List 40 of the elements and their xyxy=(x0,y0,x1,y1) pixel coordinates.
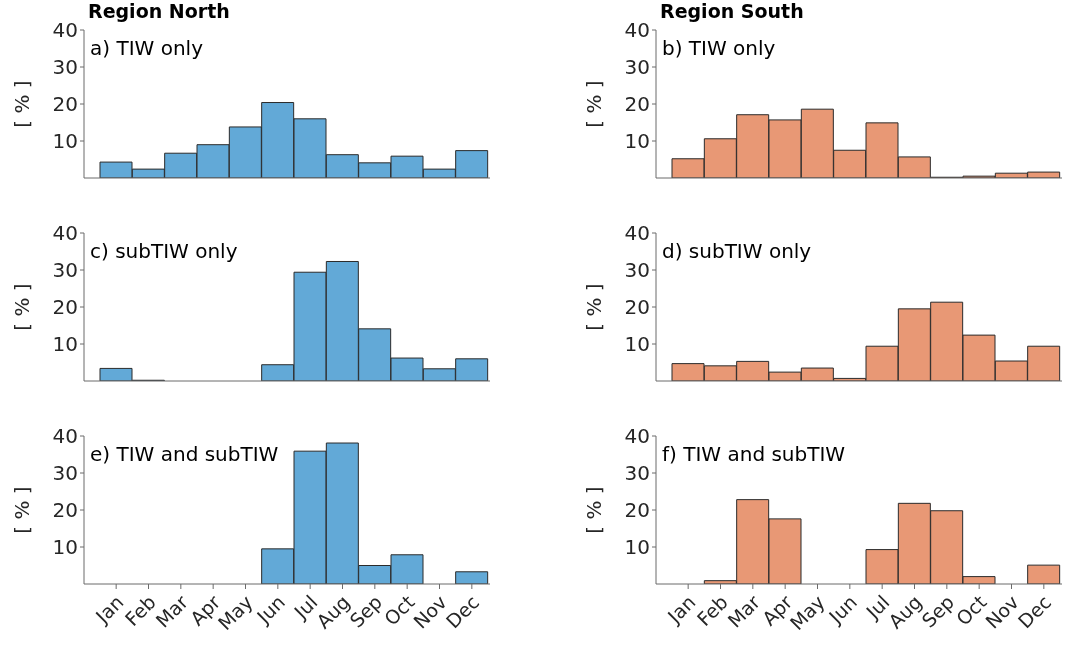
y-tick-label: 10 xyxy=(624,535,650,560)
y-tick-label: 40 xyxy=(624,424,650,449)
y-tick-label: 20 xyxy=(52,92,78,117)
y-tick-label: 30 xyxy=(52,55,78,80)
y-tick-label: 30 xyxy=(624,55,650,80)
y-tick-label: 40 xyxy=(624,221,650,246)
y-tick-label: 20 xyxy=(52,295,78,320)
y-tick-label: 30 xyxy=(624,461,650,486)
annotation: d) subTIW only xyxy=(662,239,812,263)
y-tick-label: 40 xyxy=(52,18,78,43)
y-tick-label: 10 xyxy=(52,332,78,357)
y-axis-title: [ % ] xyxy=(582,80,607,128)
y-tick-label: 20 xyxy=(624,295,650,320)
y-tick-label: 40 xyxy=(52,221,78,246)
y-tick-label: 30 xyxy=(624,258,650,283)
y-tick-label: 20 xyxy=(52,498,78,523)
y-axis-title: [ % ] xyxy=(10,80,35,128)
chart-title: Region South xyxy=(660,0,804,22)
y-tick-label: 10 xyxy=(52,129,78,154)
annotation: a) TIW only xyxy=(90,36,203,60)
y-tick-label: 30 xyxy=(52,461,78,486)
y-tick-label: 20 xyxy=(624,498,650,523)
annotation: c) subTIW only xyxy=(90,239,238,263)
annotation: f) TIW and subTIW xyxy=(662,442,846,466)
y-axis-title: [ % ] xyxy=(582,486,607,534)
y-tick-label: 40 xyxy=(52,424,78,449)
y-tick-label: 10 xyxy=(624,332,650,357)
y-tick-label: 10 xyxy=(624,129,650,154)
y-tick-label: 30 xyxy=(52,258,78,283)
y-axis-title: [ % ] xyxy=(582,283,607,331)
x-tick-label: Jun xyxy=(251,590,290,629)
y-tick-label: 20 xyxy=(624,92,650,117)
annotation: e) TIW and subTIW xyxy=(90,442,279,466)
y-tick-label: 40 xyxy=(624,18,650,43)
annotation: b) TIW only xyxy=(662,36,776,60)
y-axis-title: [ % ] xyxy=(10,283,35,331)
y-axis-title: [ % ] xyxy=(10,486,35,534)
x-tick-label: Jun xyxy=(823,590,862,629)
chart-title: Region North xyxy=(88,0,230,22)
y-tick-label: 10 xyxy=(52,535,78,560)
